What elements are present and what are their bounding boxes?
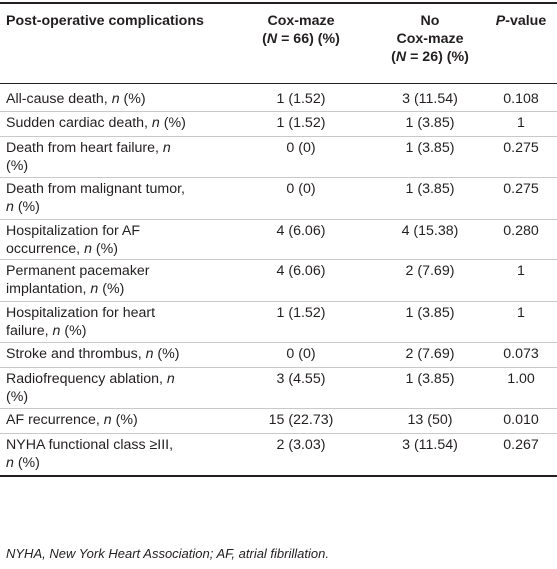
table-row: NYHA functional class ≥III, n (%) 2 (3.03)… [0, 433, 557, 477]
cell-no-cox-maze: 2 (7.69) [405, 346, 455, 362]
cell-no-cox-maze: 13 (50) [407, 412, 453, 428]
cell-cox-maze: 0 (0) [286, 181, 316, 197]
cell-no-cox-maze: 1 (3.85) [405, 181, 455, 197]
cell-p-value: 1 [517, 115, 525, 131]
cell-no-cox-maze: 1 (3.85) [405, 140, 455, 156]
cell-cox-maze: 4 (6.06) [276, 223, 326, 239]
table-row: All-cause death, n (%) 1 (1.52) 3 (11.54) 0… [0, 87, 557, 112]
table-row: Death from malignant tumor, n (%) 0 (0) 1 … [0, 177, 557, 220]
table-row: Hospitalization for AF occurrence, n (%) 4… [0, 219, 557, 260]
row-label: All-cause death, n (%) [6, 91, 146, 107]
row-label: Stroke and thrombus, n (%) [6, 346, 180, 362]
cell-p-value: 0.280 [503, 223, 539, 239]
cell-p-value: 1.00 [507, 371, 535, 387]
cell-p-value: 0.073 [503, 346, 539, 362]
table-row: Sudden cardiac death, n (%) 1 (1.52) 1 (3.… [0, 111, 557, 137]
table-row: Hospitalization for heart failure, n (%) 1… [0, 301, 557, 343]
row-label: Hospitalization for AF occurrence, n (%) [6, 223, 141, 257]
row-label: Sudden cardiac death, n (%) [6, 115, 186, 131]
cell-p-value: 0.108 [503, 91, 539, 107]
row-label: Death from heart failure, n (%) [6, 140, 171, 174]
table-row: AF recurrence, n (%) 15 (22.73) 13 (50) 0.0… [0, 408, 557, 434]
header-cox-maze: Cox-maze (N = 66) (%) [262, 13, 340, 47]
cell-cox-maze: 1 (1.52) [276, 115, 326, 131]
cell-p-value: 0.275 [503, 140, 539, 156]
row-label: Permanent pacemaker implantation, n (%) [6, 263, 150, 297]
cell-no-cox-maze: 4 (15.38) [401, 223, 459, 239]
table-footnote: NYHA, New York Heart Association; AF, at… [6, 546, 329, 561]
cell-cox-maze: 1 (1.52) [276, 305, 326, 321]
cell-cox-maze: 2 (3.03) [276, 437, 326, 453]
header-p-value: P-value [495, 13, 547, 29]
table-top-rule [0, 2, 557, 4]
row-label: NYHA functional class ≥III, n (%) [6, 437, 174, 471]
table-row: Stroke and thrombus, n (%) 0 (0) 2 (7.69) 0… [0, 342, 557, 368]
cell-cox-maze: 3 (4.55) [276, 371, 326, 387]
row-label: AF recurrence, n (%) [6, 412, 138, 428]
table-header: Post-operative complications Cox-maze (N… [0, 10, 557, 80]
cell-p-value: 1 [517, 263, 525, 279]
cell-p-value: 1 [517, 305, 525, 321]
cell-p-value: 0.267 [503, 437, 539, 453]
cell-cox-maze: 0 (0) [286, 346, 316, 362]
cell-cox-maze: 15 (22.73) [268, 412, 334, 428]
cell-p-value: 0.275 [503, 181, 539, 197]
cell-no-cox-maze: 3 (11.54) [402, 437, 458, 453]
cell-no-cox-maze: 2 (7.69) [405, 263, 455, 279]
cell-no-cox-maze: 1 (3.85) [405, 305, 455, 321]
cell-p-value: 0.010 [503, 412, 539, 428]
header-no-cox-maze: No Cox-maze (N = 26) (%) [391, 13, 469, 65]
cell-cox-maze: 1 (1.52) [276, 91, 326, 107]
cell-cox-maze: 0 (0) [286, 140, 316, 156]
row-label: Hospitalization for heart failure, n (%) [6, 305, 156, 339]
cell-no-cox-maze: 1 (3.85) [405, 371, 455, 387]
table-row: Radiofrequency ablation, n (%) 3 (4.55) 1 (… [0, 367, 557, 409]
table-row: Death from heart failure, n (%) 0 (0) 1 (3.… [0, 136, 557, 178]
header-rule [0, 83, 557, 84]
header-complications: Post-operative complications [6, 13, 204, 29]
cell-cox-maze: 4 (6.06) [276, 263, 326, 279]
row-label: Death from malignant tumor, n (%) [6, 181, 185, 215]
cell-no-cox-maze: 1 (3.85) [405, 115, 455, 131]
cell-no-cox-maze: 3 (11.54) [402, 91, 458, 107]
table-row: Permanent pacemaker implantation, n (%) 4 … [0, 259, 557, 302]
row-label: Radiofrequency ablation, n (%) [6, 371, 175, 405]
